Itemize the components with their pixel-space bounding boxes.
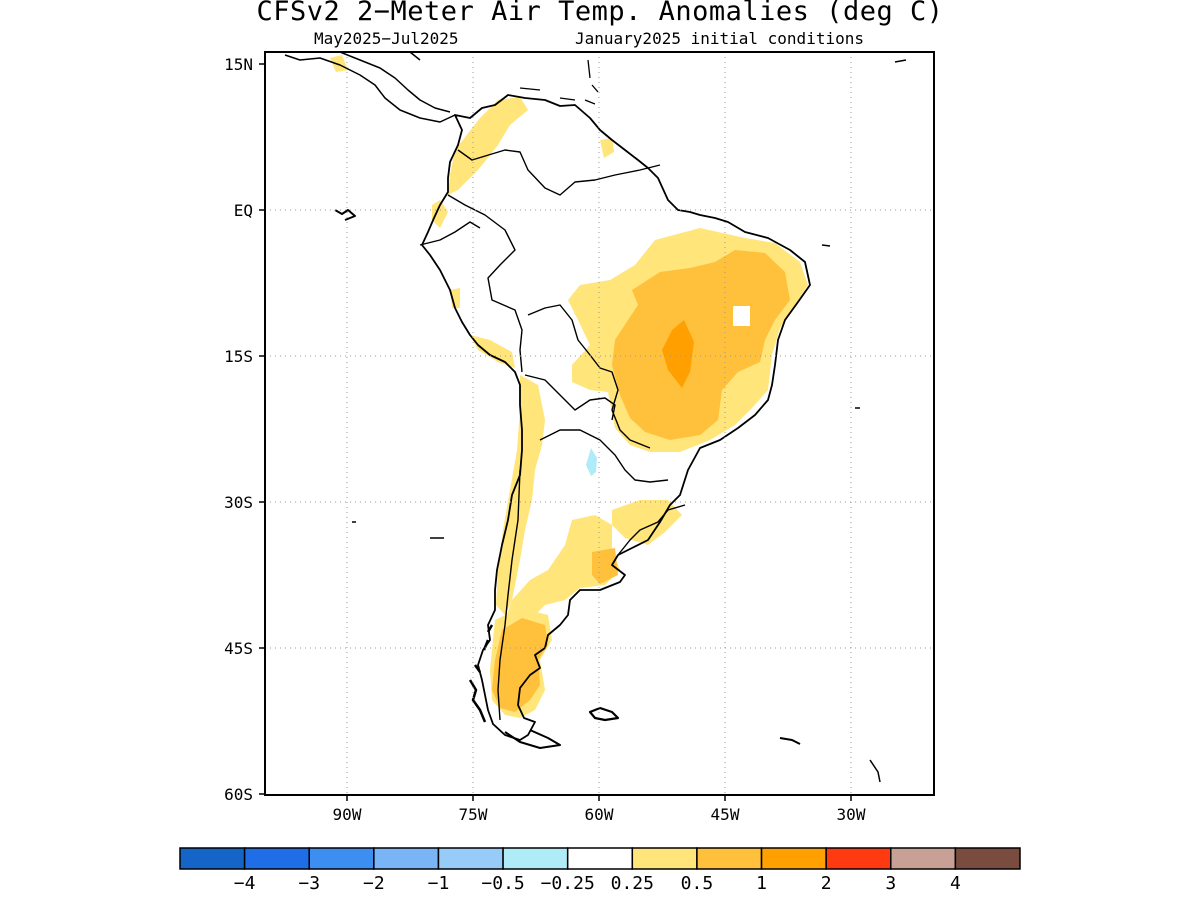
map-frame [264, 51, 935, 796]
chile-fjords [468, 624, 494, 723]
falkland-islands [588, 706, 620, 722]
anomaly-region-argentina [505, 515, 620, 630]
colorbar-tick-label: −1 [428, 873, 450, 894]
map-plot-area [265, 52, 934, 795]
lon-label-60w: 60W [585, 805, 614, 824]
colorbar-tick-label: −2 [363, 873, 385, 894]
colorbar-tick-label: 3 [885, 873, 896, 894]
lon-label-90w: 90W [333, 805, 362, 824]
anomaly-region-peru-coast [450, 288, 515, 368]
colorbar-tick-label: −3 [298, 873, 320, 894]
lat-label-15n: 15N [224, 55, 253, 74]
colorbar-tick-label: 4 [950, 873, 961, 894]
lat-label-15s: 15S [224, 347, 253, 366]
lon-label-45w: 45W [711, 805, 740, 824]
anomaly-region-patagonia-medium [492, 618, 548, 712]
colorbar-tick-label: 2 [821, 873, 832, 894]
anomaly-region-caribbean [330, 55, 348, 72]
colorbar-swatch [179, 847, 246, 870]
galapagos-islands [334, 209, 356, 221]
map-title: CFSv2 2−Meter Air Temp. Anomalies (deg C… [256, 0, 944, 27]
colorbar-swatch [631, 847, 698, 870]
anomaly-region-ecuador [432, 200, 448, 228]
colorbar-swatch [825, 847, 892, 870]
atlantic-islands [352, 59, 907, 539]
colorbar-swatch [308, 847, 375, 870]
anomaly-region-colombia [448, 97, 528, 195]
lat-label-45s: 45S [224, 639, 253, 658]
central-america-coastline [284, 52, 456, 123]
anomaly-region-paraguay-cool [586, 448, 597, 476]
lon-label-30w: 30W [837, 805, 866, 824]
colorbar-swatch [696, 847, 763, 870]
coastlines-and-borders [284, 52, 907, 783]
latitude-labels: 15N EQ 15S 30S 45S 60S [224, 55, 253, 804]
lon-label-75w: 75W [459, 805, 488, 824]
colorbar-tick-label: 0.5 [681, 873, 714, 894]
forecast-period: May2025−Jul2025 [314, 29, 459, 48]
anomaly-shading [330, 55, 808, 718]
colorbar-tick-label: −0.25 [541, 873, 595, 894]
south-america-coastline [421, 94, 811, 741]
anomaly-region-brazil-strong [662, 320, 694, 388]
initial-conditions: January2025 initial conditions [575, 29, 864, 48]
grid-lines [265, 52, 934, 795]
colorbar-swatch [502, 847, 569, 870]
tierra-del-fuego [504, 729, 561, 749]
anomaly-region-andes [496, 375, 545, 615]
colorbar-legend: −4 −3 −2 −1 −0.5 −0.25 0.25 0.5 1 2 3 4 [179, 847, 1021, 894]
lat-label-30s: 30S [224, 493, 253, 512]
south-sandwich-islands [869, 759, 881, 783]
colorbar-swatch [243, 847, 310, 870]
lat-label-eq: EQ [234, 201, 253, 220]
longitude-labels: 90W 75W 60W 45W 30W [333, 805, 866, 824]
anomaly-region-brazil-medium [612, 250, 790, 440]
colorbar-swatch [437, 847, 504, 870]
lat-label-60s: 60S [224, 785, 253, 804]
country-borders [419, 149, 686, 721]
anomaly-region-uruguay [612, 500, 682, 545]
caribbean-islands [519, 59, 599, 105]
south-georgia [779, 737, 801, 745]
colorbar-tick-label: 0.25 [611, 873, 654, 894]
colorbar-swatch [566, 847, 634, 870]
colorbar-tick-label: −0.5 [481, 873, 524, 894]
colorbar-tick-label: −4 [234, 873, 256, 894]
colorbar-swatch [890, 847, 957, 870]
colorbar-swatch [373, 847, 440, 870]
anomaly-gap [733, 306, 750, 326]
colorbar-swatch [954, 847, 1021, 870]
anomaly-region-guiana [600, 138, 614, 158]
axis-ticks [259, 63, 852, 801]
colorbar-swatch [760, 847, 827, 870]
colorbar-tick-label: 1 [756, 873, 767, 894]
